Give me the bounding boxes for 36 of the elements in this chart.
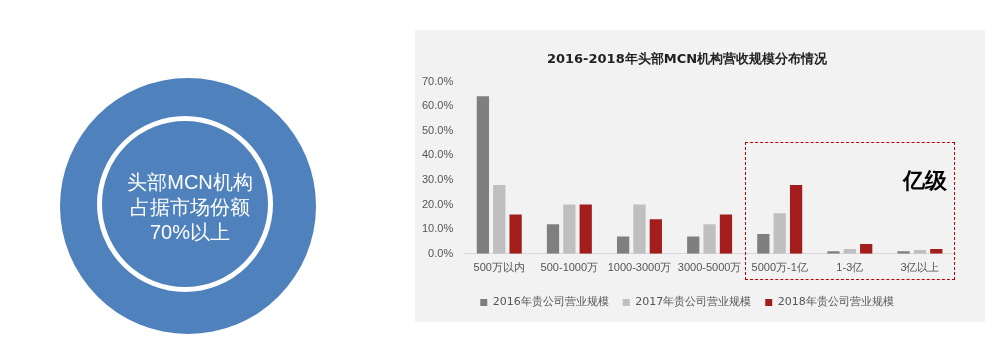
bar [616, 236, 630, 254]
legend-label: 2017年贵公司营业规模 [635, 295, 752, 309]
x-tick-label: 5000万-1亿 [751, 261, 808, 274]
y-tick-label: 60.0% [421, 99, 454, 112]
bar [757, 234, 770, 254]
x-tick-label: 1-3亿 [836, 261, 864, 274]
x-tick-label: 500万以内 [473, 261, 525, 274]
bar [649, 219, 662, 254]
x-tick-label: 3亿以上 [900, 261, 940, 274]
bar [719, 214, 733, 254]
y-tick-label: 10.0% [421, 222, 454, 235]
y-tick-label: 70.0% [421, 74, 454, 87]
x-tick-label: 1000-3000万 [607, 261, 672, 274]
y-tick-label: 0.0% [428, 246, 454, 259]
legend-label: 2018年贵公司营业规模 [777, 295, 894, 309]
y-tick-label: 20.0% [421, 197, 454, 210]
legend-label: 2016年贵公司营业规模 [492, 295, 609, 309]
bar [546, 224, 560, 254]
bar [789, 184, 803, 254]
y-tick-label: 40.0% [421, 148, 454, 161]
bar [563, 204, 576, 254]
bar [687, 236, 700, 254]
y-tick-label: 50.0% [421, 123, 454, 136]
bar [633, 204, 646, 254]
bar [773, 213, 786, 254]
y-tick-label: 30.0% [421, 173, 454, 186]
bar [493, 184, 506, 254]
x-tick-label: 500-1000万 [540, 261, 599, 274]
text: 头部MCN机构占据市场份额70%以上 [126, 170, 254, 245]
bar [509, 214, 522, 254]
bar [703, 224, 716, 254]
bar [476, 96, 490, 254]
annotation: 亿级 [903, 166, 947, 195]
x-tick-label: 3000-5000万 [677, 261, 742, 274]
chart-title: 2016-2018年头部MCN机构营收规模分布情况 [546, 51, 829, 67]
bar [579, 204, 592, 254]
